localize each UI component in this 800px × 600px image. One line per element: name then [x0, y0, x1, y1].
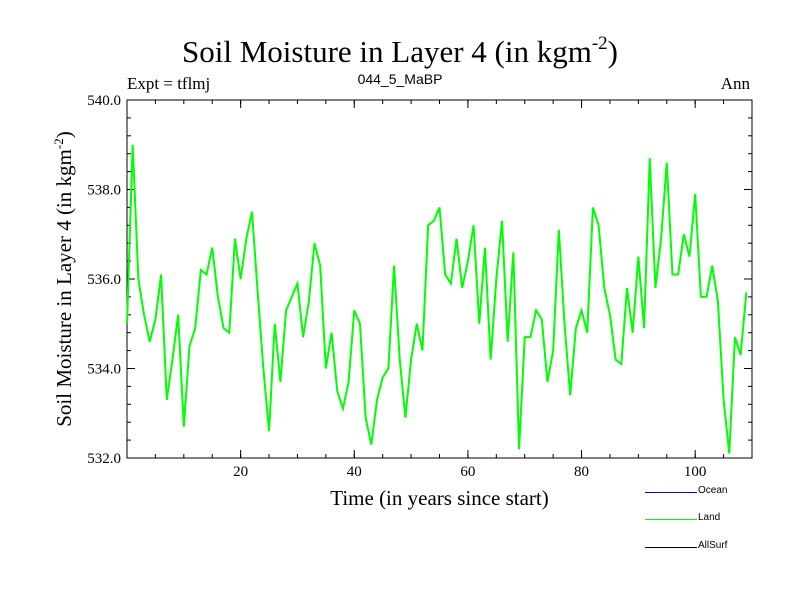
y-tick-label: 532.0	[87, 451, 121, 467]
legend-label-allsurf: AllSurf	[698, 540, 728, 551]
chart-title: Soil Moisture in Layer 4 (in kgm-2)	[182, 32, 618, 69]
y-tick-label: 534.0	[87, 362, 121, 378]
y-tick-label: 536.0	[87, 272, 121, 288]
x-tick-label: 80	[574, 464, 589, 480]
plot-frame	[126, 99, 753, 459]
land-series-line	[126, 144, 748, 454]
x-axis-label: Time (in years since start)	[330, 486, 549, 510]
x-tick-label: 60	[460, 464, 475, 480]
legend-line-land	[645, 519, 697, 520]
x-tick-label: 40	[347, 464, 362, 480]
y-axis-label: Soil Moisture in Layer 4 (in kgm-2)	[51, 131, 76, 427]
legend-label-land: Land	[698, 512, 721, 523]
y-tick-label: 538.0	[87, 183, 121, 199]
y-tick-label: 540.0	[87, 93, 121, 109]
legend-line-allsurf	[645, 547, 697, 548]
x-tick-label: 100	[684, 464, 707, 480]
legend-label-ocean: Ocean	[698, 485, 728, 496]
x-tick-label: 20	[233, 464, 248, 480]
legend-line-ocean	[645, 492, 697, 493]
subtitle-label: 044_5_MaBP	[357, 71, 443, 87]
experiment-label: Expt = tflmj	[127, 74, 211, 93]
season-label: Ann	[720, 74, 750, 93]
